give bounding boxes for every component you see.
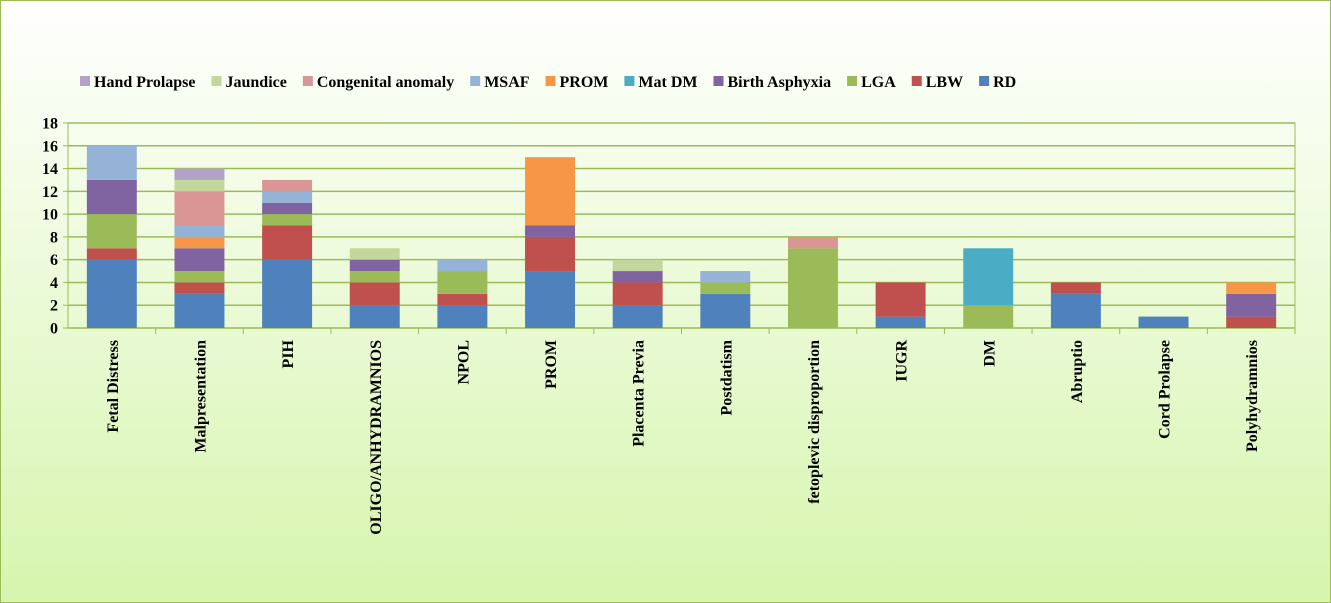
y-tick-label: 6 [50,252,58,269]
legend-label: Jaundice [226,74,287,91]
x-tick-label: OLIGO/ANHYDRAMNIOS [368,340,385,535]
bar-segment [612,282,663,306]
legend-swatch [847,76,858,86]
bar-segment [875,316,926,328]
x-tick-label: Malpresentation [192,340,209,453]
bar-segment [612,271,663,283]
bar-segment [174,225,225,237]
bar-segment [174,191,225,226]
y-tick-label: 8 [50,229,58,246]
bar-segment [349,259,400,272]
x-tick-label: Polyhydramnios [1244,340,1261,452]
bar-segment [437,293,488,306]
bar-segment [700,271,751,283]
bar-segment [1226,316,1277,328]
bar-segment [700,282,751,294]
bar-segment [612,259,663,272]
bar-segment [262,259,313,328]
legend-label: Birth Asphyxia [727,74,831,91]
bar-segment [525,236,576,272]
legend-label: LBW [926,74,963,91]
bar-segment [437,305,488,328]
legend-label: LGA [861,74,896,91]
bar-segment [1226,293,1277,317]
bar-segment [174,179,225,192]
x-tick-label: DM [981,340,998,367]
bar-segment [525,225,576,237]
legend-label: PROM [560,74,609,91]
legend-swatch [624,76,635,86]
x-tick-label: PROM [543,340,560,389]
bar-segment [262,214,313,226]
bar-segment [1138,316,1189,328]
legend-swatch [911,76,922,86]
bar-segment [437,259,488,272]
x-tick-label: Placenta Previa [631,340,648,447]
bar-segment [86,214,137,249]
y-tick-label: 10 [42,207,58,224]
bar-segment [86,248,137,260]
legend-label: Mat DM [638,74,697,91]
x-tick-label: PIH [280,339,297,368]
x-tick-label: IUGR [894,340,911,382]
x-tick-label: Abruptio [1069,340,1086,403]
bar-segment [349,305,400,328]
bar-segment [262,225,313,260]
bar-segment [262,191,313,203]
y-tick-label: 14 [42,161,58,178]
legend-label: RD [993,74,1016,91]
bar-segment [174,293,225,328]
bar-segment [525,271,576,328]
legend-swatch [302,76,313,86]
bar-segment [174,282,225,294]
legend-label: Hand Prolapse [94,74,196,91]
bar-segment [349,248,400,260]
legend-swatch [545,76,556,86]
y-tick-label: 16 [42,138,58,155]
legend-label: MSAF [484,74,530,91]
bar-segment [86,145,137,180]
x-tick-label: fetoplevic disproportion [806,340,823,504]
y-tick-label: 18 [42,116,58,133]
y-tick-label: 0 [50,321,58,338]
bar-segment [963,305,1014,328]
legend-swatch [979,76,990,86]
bar-segment [349,282,400,306]
bar-segment [525,157,576,226]
legend-swatch [80,76,90,86]
bar-segment [787,248,838,328]
bar-segment [787,236,838,249]
bar-segment [963,248,1014,306]
bar-segment [86,179,137,215]
x-tick-label: Cord Prolapse [1157,340,1174,439]
bar-segment [174,236,225,249]
x-tick-label: Fetal Distress [105,340,122,433]
bar-segment [875,282,926,317]
bar-segment [612,305,663,328]
bar-segment [174,248,225,272]
bar-segment [1050,293,1101,328]
bar-segment [86,259,137,328]
y-tick-label: 12 [42,184,58,201]
bar-segment [1226,282,1277,294]
legend-label: Congenital anomaly [317,74,454,91]
bar-segment [174,271,225,283]
y-tick-label: 4 [50,275,58,292]
x-tick-label: Postdatism [718,339,735,415]
legend-swatch [713,76,724,86]
bar-segment [437,271,488,294]
bar-segment [1050,282,1101,294]
bar-segment [262,179,313,192]
legend-swatch [211,76,222,86]
bar-segment [349,271,400,283]
bar-segment [262,202,313,215]
legend-swatch [470,76,481,86]
bar-segment [174,168,225,180]
x-tick-label: NPOL [455,340,472,384]
bar-segment [700,293,751,328]
y-tick-label: 2 [50,298,58,315]
